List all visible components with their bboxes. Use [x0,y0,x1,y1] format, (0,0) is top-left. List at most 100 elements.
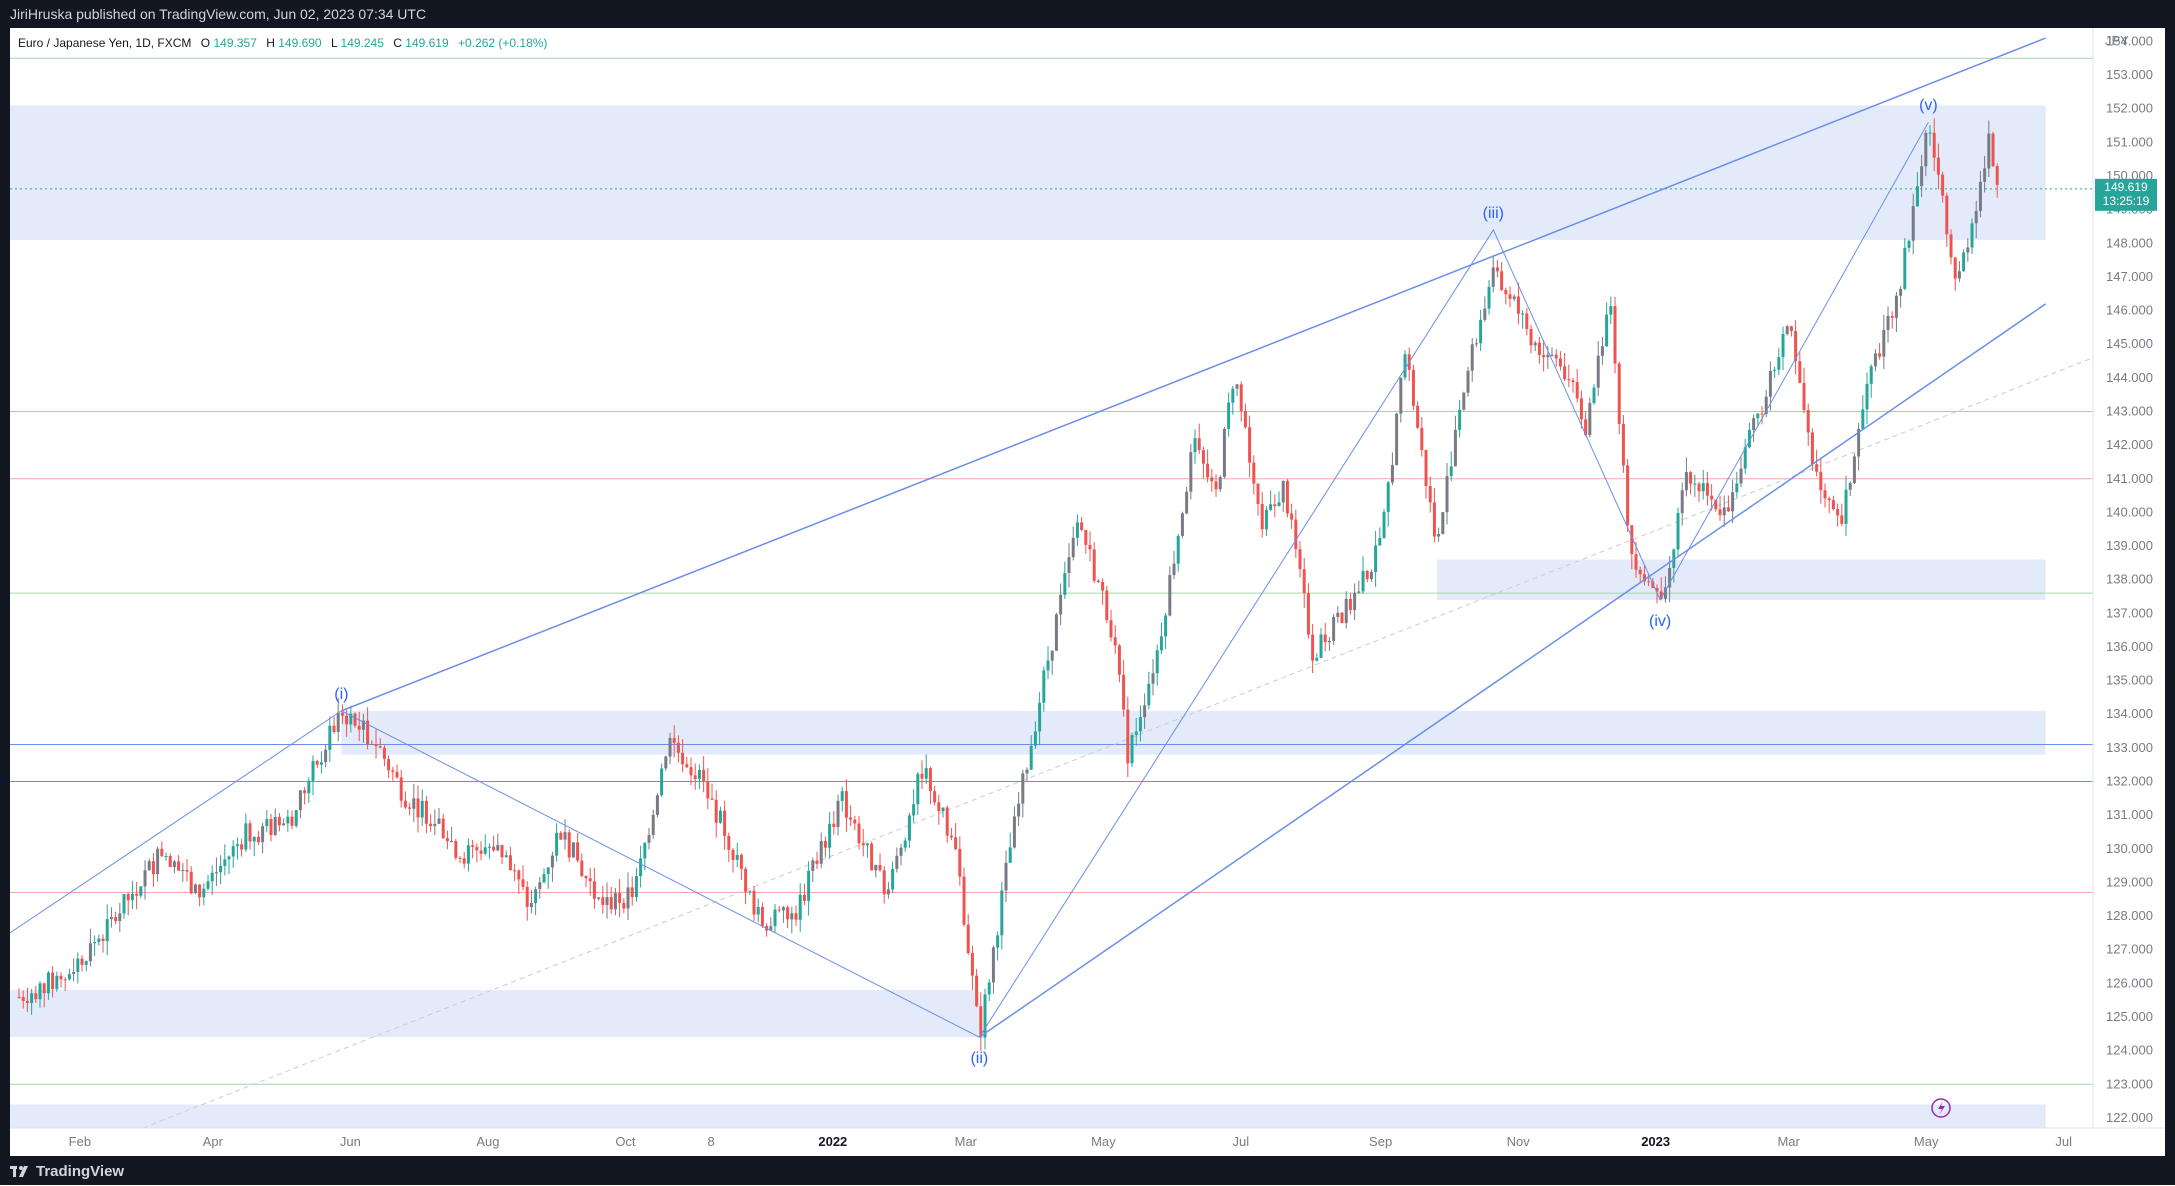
candle-body [693,775,697,780]
candle-body [433,823,437,827]
candle-body [1147,683,1151,706]
candle-body [567,832,571,858]
candle-body [634,876,638,898]
candle-body [231,846,235,857]
candle-body [588,878,592,882]
candle-body [710,798,714,800]
candle-body [450,841,454,843]
candle-body [1693,483,1697,485]
candle-body [1495,267,1499,272]
candle-body [437,818,441,824]
candle-body [1143,705,1147,718]
candle-body [697,769,701,780]
lightning-icon[interactable] [1931,1098,1951,1118]
candle-body [1558,358,1562,367]
x-tick-label: Jul [1233,1134,1250,1149]
candle-body [1605,314,1609,347]
candle-body [1970,223,1974,248]
x-tick-label: 2022 [818,1134,847,1149]
candle-body [1185,491,1189,514]
candle-body [1852,456,1856,483]
candle-body [1621,423,1625,466]
candle-body [580,860,584,876]
price-axis[interactable] [2093,28,2165,1128]
legend: Euro / Japanese Yen, 1D, FXCM O 149.357 … [18,36,547,50]
y-tick-label: 152.000 [2106,101,2153,116]
candle-body [1176,535,1180,564]
candle-body [319,762,323,765]
price-chart[interactable]: (i) (ii) (iii) (iv) (v) 154.000 153.000 152.00… [10,28,2165,1156]
candle-body [1962,252,1966,272]
candle-body [1487,286,1491,309]
candle-body [235,844,239,847]
candle-body [193,884,197,894]
candle-body [739,854,743,869]
candle-body [1827,498,1831,501]
candle-body [1668,567,1672,588]
candle-body [97,938,101,943]
svg-text:Euro / Japanese Yen, 1D, FXCM: Euro / Japanese Yen, 1D, FXCM O 149.357 … [18,36,547,50]
candle-body [1563,366,1567,380]
candle-body [1067,557,1071,574]
candle-body [727,835,731,850]
candle-body [441,818,445,839]
candle-body [1798,361,1802,383]
candle-body [882,870,886,895]
y-tick-label: 145.000 [2106,336,2153,351]
candle-body [345,715,349,725]
candle-body [760,906,764,926]
candle-body [584,875,588,879]
candle-body [1458,409,1462,430]
candle-body [248,823,252,842]
candle-body [1096,580,1100,583]
candle-body [823,841,827,848]
candle-body [143,870,147,887]
candle-body [1290,513,1294,520]
candle-body [1584,419,1588,436]
y-tick-label: 132.000 [2106,774,2153,789]
candle-body [1659,591,1663,599]
x-tick-label: Jul [2055,1134,2072,1149]
candle-body [109,917,113,920]
candle-body [853,819,857,824]
candle-body [340,712,344,716]
y-tick-label: 126.000 [2106,975,2153,990]
candle-body [391,770,395,772]
candle-body [1718,509,1722,516]
candle-body [1777,357,1781,370]
low-value: 149.245 [341,36,385,50]
candle-body [1466,370,1470,393]
y-tick-label: 138.000 [2106,572,2153,587]
symbol-name: Euro / Japanese Yen, 1D, FXCM [18,36,191,50]
candle-body [1227,402,1231,429]
candle-body [517,870,521,880]
candle-body [1088,544,1092,550]
candle-body [139,886,143,896]
candle-body [1642,574,1646,582]
candle-body [790,913,794,920]
candle-body [1756,413,1760,419]
wave-label: (i) [334,686,348,703]
candle-body [689,767,693,776]
candle-body [1441,512,1445,534]
candle-body [42,983,46,994]
close-label: C [393,36,402,50]
candle-body [954,837,958,849]
candle-body [223,859,227,866]
candle-body [1844,489,1848,524]
candle-body [1705,483,1709,496]
candle-body [1101,582,1105,591]
zone-band [1436,559,2046,600]
candle-body [294,810,298,826]
candle-body [559,832,563,840]
candle-body [1445,476,1449,513]
candle-body [273,816,277,835]
candle-body [1504,289,1508,295]
candle-body [1218,476,1222,490]
candle-body [1172,563,1176,576]
candle-body [1273,504,1277,507]
candle-body [1945,195,1949,235]
candle-body [1743,447,1747,469]
wave-label: (iv) [1649,613,1671,630]
candle-body [1084,530,1088,545]
